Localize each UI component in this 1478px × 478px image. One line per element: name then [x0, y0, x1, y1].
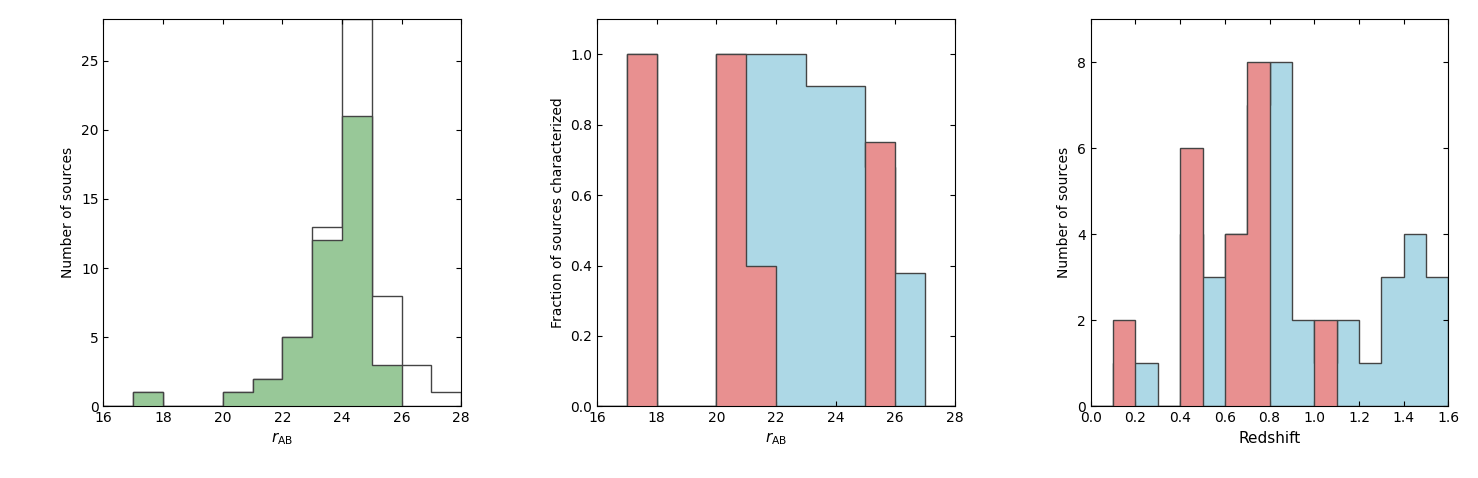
X-axis label: $r_{\rm AB}$: $r_{\rm AB}$	[272, 431, 293, 447]
X-axis label: Redshift: Redshift	[1239, 431, 1301, 445]
Y-axis label: Number of sources: Number of sources	[1057, 147, 1072, 278]
Y-axis label: Number of sources: Number of sources	[62, 147, 75, 278]
Y-axis label: Fraction of sources characterized: Fraction of sources characterized	[551, 98, 565, 328]
X-axis label: $r_{\rm AB}$: $r_{\rm AB}$	[766, 431, 786, 447]
